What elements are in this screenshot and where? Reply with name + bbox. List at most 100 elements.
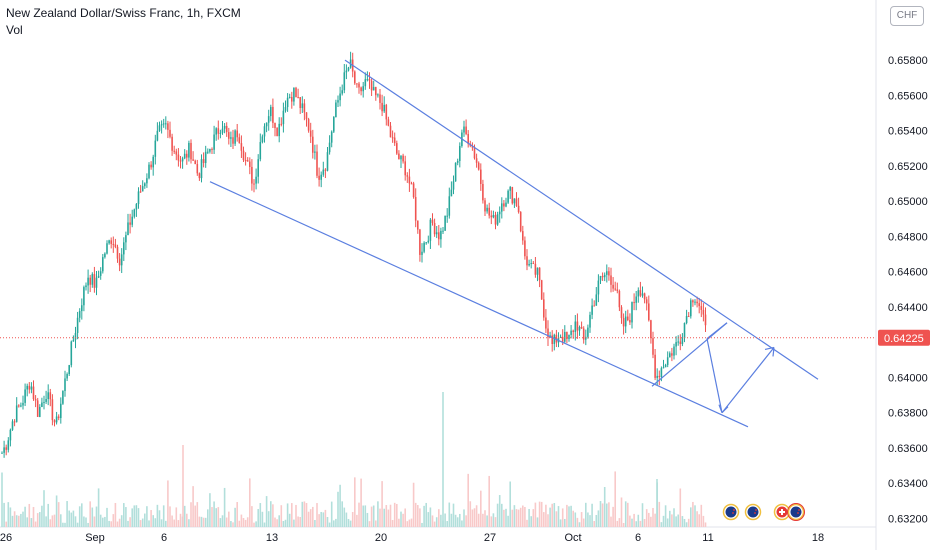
volume-bar xyxy=(95,506,98,527)
volume-bar xyxy=(93,516,96,527)
volume-bar xyxy=(685,522,688,527)
volume-bar xyxy=(570,505,572,527)
volume-bar xyxy=(442,392,444,527)
volume-bar xyxy=(687,518,690,527)
y-tick-label: 0.64000 xyxy=(888,372,928,384)
currency-button[interactable]: CHF xyxy=(890,6,924,26)
volume-bar xyxy=(148,520,150,527)
volume-bar xyxy=(551,503,553,527)
volume-bar xyxy=(139,520,142,527)
volume-bar xyxy=(24,506,26,527)
candle-body xyxy=(251,166,253,184)
candle-body xyxy=(137,191,140,205)
candle-body xyxy=(595,294,598,306)
volume-bar xyxy=(286,503,289,527)
volume-bar xyxy=(410,518,413,527)
volume-bar xyxy=(694,505,696,527)
candle-body xyxy=(24,389,26,403)
candle-body xyxy=(513,198,516,204)
swiss-cross-v xyxy=(781,509,783,515)
volume-bar xyxy=(116,521,119,527)
candle-body xyxy=(236,130,238,138)
y-tick-label: 0.65600 xyxy=(888,90,928,102)
volume-bar xyxy=(57,502,60,527)
volume-bar xyxy=(393,502,396,527)
candle-body xyxy=(51,399,54,421)
volume-bar xyxy=(70,512,73,527)
volume-bar xyxy=(641,503,644,527)
volume-indicator-label[interactable]: Vol xyxy=(6,23,23,37)
volume-bar xyxy=(614,471,616,527)
candle-body xyxy=(467,134,469,145)
volume-bar xyxy=(431,515,434,527)
candle-body xyxy=(18,405,20,407)
x-tick-label: 20 xyxy=(375,532,387,544)
volume-bar xyxy=(303,501,306,527)
candle-body xyxy=(156,130,159,141)
candle-body xyxy=(492,215,495,218)
volume-bar xyxy=(444,513,446,527)
candle-body xyxy=(673,346,675,356)
x-tick-label: Sep xyxy=(85,532,105,544)
volume-bar xyxy=(316,503,318,527)
volume-bar xyxy=(341,501,343,527)
candle-body xyxy=(408,176,411,184)
volume-bar xyxy=(125,507,127,527)
volume-bar xyxy=(326,517,329,527)
candle-body xyxy=(490,215,493,218)
candle-body xyxy=(704,314,707,326)
candle-body xyxy=(603,274,606,278)
candle-body xyxy=(616,289,619,291)
candle-body xyxy=(28,385,31,390)
candle-body xyxy=(366,79,369,81)
volume-bar xyxy=(309,509,312,527)
volume-bar xyxy=(32,506,35,527)
candle-body xyxy=(391,137,394,139)
volume-bar xyxy=(188,519,190,527)
nz-flag[interactable] xyxy=(744,503,762,521)
volume-bar xyxy=(496,503,499,527)
volume-bar xyxy=(293,519,295,527)
candle-body xyxy=(412,183,415,198)
candle-body xyxy=(511,187,514,204)
volume-bar xyxy=(228,511,230,527)
volume-bar xyxy=(335,518,337,527)
volume-bar xyxy=(223,487,226,527)
volume-bar xyxy=(244,519,247,527)
volume-bar xyxy=(465,515,467,527)
volume-bar xyxy=(22,511,24,527)
candle-body xyxy=(295,87,297,97)
volume-bar xyxy=(559,519,562,527)
volume-bar xyxy=(351,512,354,527)
candle-body xyxy=(337,100,339,103)
candle-body xyxy=(238,137,241,144)
candle-body xyxy=(339,93,341,101)
candle-body xyxy=(81,305,83,312)
candle-body xyxy=(112,243,115,245)
volume-bar xyxy=(664,505,667,527)
candle-body xyxy=(566,331,568,340)
volume-bar xyxy=(108,520,110,527)
volume-bar xyxy=(461,520,463,527)
volume-bar xyxy=(681,516,684,527)
volume-bar xyxy=(377,501,379,527)
volume-bar xyxy=(246,517,249,527)
nz-flag[interactable] xyxy=(722,503,740,521)
volume-bar xyxy=(322,512,325,527)
volume-bar xyxy=(356,514,358,527)
volume-bar xyxy=(408,519,411,527)
nz-flag[interactable] xyxy=(787,503,805,521)
candle-body xyxy=(454,162,457,182)
candle-body xyxy=(526,256,528,266)
candle-body xyxy=(188,142,190,158)
volume-bar xyxy=(43,490,45,527)
candle-body xyxy=(419,229,421,255)
candle-body xyxy=(477,162,480,170)
volume-bar xyxy=(276,519,278,527)
volume-bar xyxy=(53,514,56,527)
volume-bar xyxy=(295,504,297,527)
price-axis: 0.65800 0.65600 0.65400 0.65200 0.65000 0.648… xyxy=(888,55,928,525)
candle-body xyxy=(622,318,625,327)
volume-bar xyxy=(656,479,658,527)
